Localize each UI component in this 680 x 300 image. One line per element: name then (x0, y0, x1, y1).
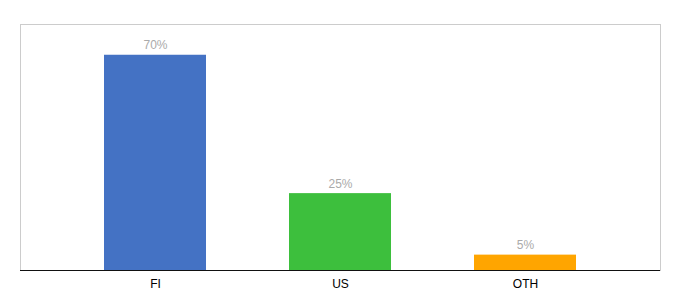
svg-text:US: US (332, 277, 349, 291)
svg-text:5%: 5% (517, 238, 535, 252)
svg-text:OTH: OTH (513, 277, 538, 291)
svg-text:FI: FI (150, 277, 161, 291)
svg-text:70%: 70% (143, 38, 167, 52)
svg-text:25%: 25% (328, 177, 352, 191)
